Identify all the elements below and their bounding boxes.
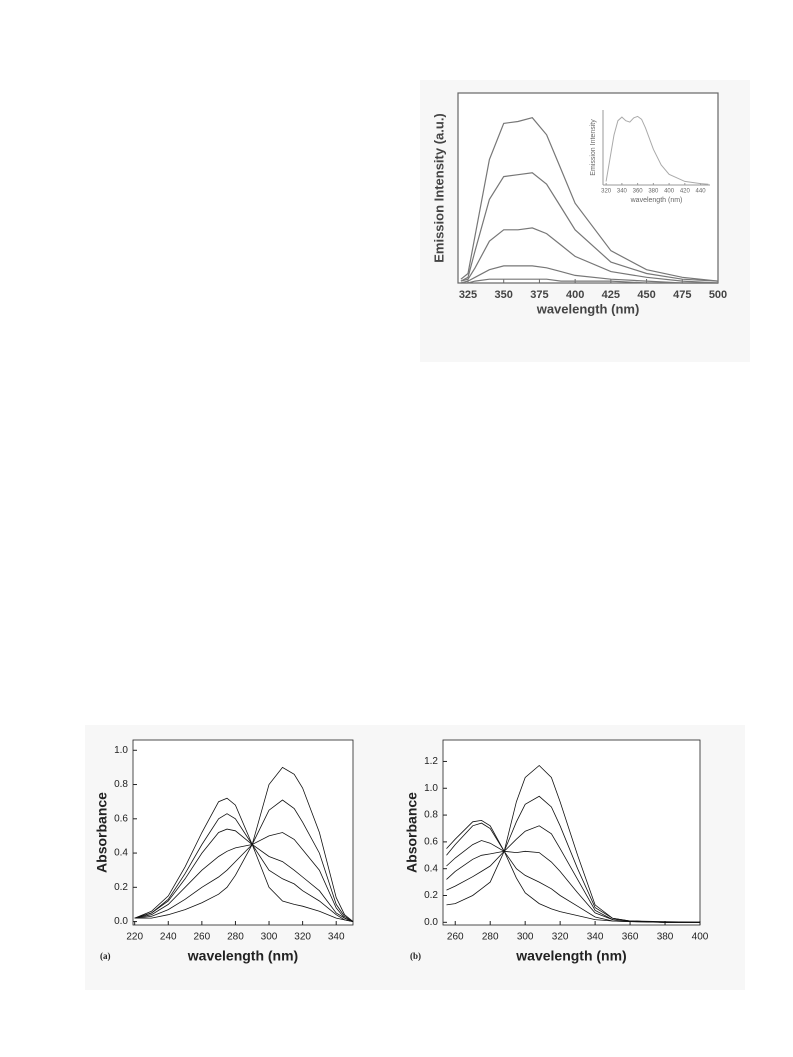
- y-tick-label: 0.0: [114, 916, 128, 927]
- y-axis-label: Emission Intensity (a.u.): [431, 113, 446, 263]
- x-tick-label: 280: [227, 932, 244, 943]
- x-tick-label: 240: [160, 932, 177, 943]
- y-tick-label: 0.4: [114, 848, 128, 859]
- y-tick-label: 1.0: [424, 783, 438, 794]
- x-tick-label: 260: [194, 932, 211, 943]
- y-tick-label: 1.0: [114, 745, 128, 756]
- x-tick-label: 300: [517, 932, 534, 943]
- spectrum-line: [460, 278, 718, 284]
- x-tick-label: 425: [602, 289, 620, 301]
- x-tick-label: 380: [657, 932, 674, 943]
- y-tick-label: 0.6: [424, 837, 438, 848]
- x-tick-label: 320: [294, 932, 311, 943]
- y-axis-label: Absorbance: [404, 792, 420, 873]
- x-tick-label: 260: [447, 932, 464, 943]
- spectrum-line: [460, 227, 719, 284]
- panel-label: (a): [100, 951, 111, 961]
- panel-label: (b): [410, 951, 421, 961]
- plot-frame: [457, 92, 719, 284]
- y-tick-label: 0.2: [114, 882, 128, 893]
- x-tick-label: 320: [552, 932, 569, 943]
- x-axis-label: wavelength (nm): [187, 948, 298, 964]
- x-tick-label: 440: [696, 189, 707, 195]
- spectrum-line: [446, 764, 701, 923]
- y-tick-label: 0.8: [114, 779, 128, 790]
- y-tick-label: 0.2: [424, 890, 438, 901]
- y-axis-label: Emission Intensity: [590, 119, 597, 176]
- y-tick-label: 0.6: [114, 813, 128, 824]
- spectrum-line: [134, 766, 354, 922]
- x-tick-label: 380: [648, 189, 659, 195]
- x-axis-label: wavelength (nm): [536, 301, 640, 316]
- spectrum-line: [460, 117, 719, 282]
- x-tick-label: 360: [622, 932, 639, 943]
- x-tick-label: 340: [328, 932, 345, 943]
- x-tick-label: 340: [587, 932, 604, 943]
- x-tick-label: 475: [673, 289, 691, 301]
- x-tick-label: 320: [601, 189, 612, 195]
- x-tick-label: 325: [459, 289, 477, 301]
- spectrum-line: [446, 825, 700, 923]
- y-axis-label: Absorbance: [94, 792, 110, 873]
- y-tick-label: 1.2: [424, 756, 438, 767]
- x-tick-label: 280: [482, 932, 499, 943]
- y-tick-label: 0.8: [424, 810, 438, 821]
- x-axis-label: wavelength (nm): [630, 197, 683, 204]
- x-tick-label: 350: [495, 289, 513, 301]
- x-tick-label: 375: [530, 289, 548, 301]
- x-tick-label: 400: [692, 932, 709, 943]
- x-tick-label: 500: [709, 289, 727, 301]
- x-axis-label: wavelength (nm): [515, 948, 626, 964]
- x-tick-label: 450: [637, 289, 655, 301]
- spectrum-line: [460, 172, 719, 282]
- x-tick-label: 400: [664, 189, 675, 195]
- y-tick-label: 0.0: [424, 917, 438, 928]
- x-tick-label: 420: [680, 189, 691, 195]
- spectrum-line: [446, 822, 700, 923]
- x-tick-label: 220: [126, 932, 143, 943]
- plot-frame: [132, 739, 354, 926]
- x-tick-label: 300: [261, 932, 278, 943]
- plot-frame: [442, 739, 701, 926]
- x-tick-label: 400: [566, 289, 584, 301]
- y-tick-label: 0.4: [424, 863, 438, 874]
- x-tick-label: 340: [617, 189, 628, 195]
- x-tick-label: 360: [633, 189, 644, 195]
- spectrum-line: [460, 265, 718, 284]
- spectrum-line: [605, 115, 709, 185]
